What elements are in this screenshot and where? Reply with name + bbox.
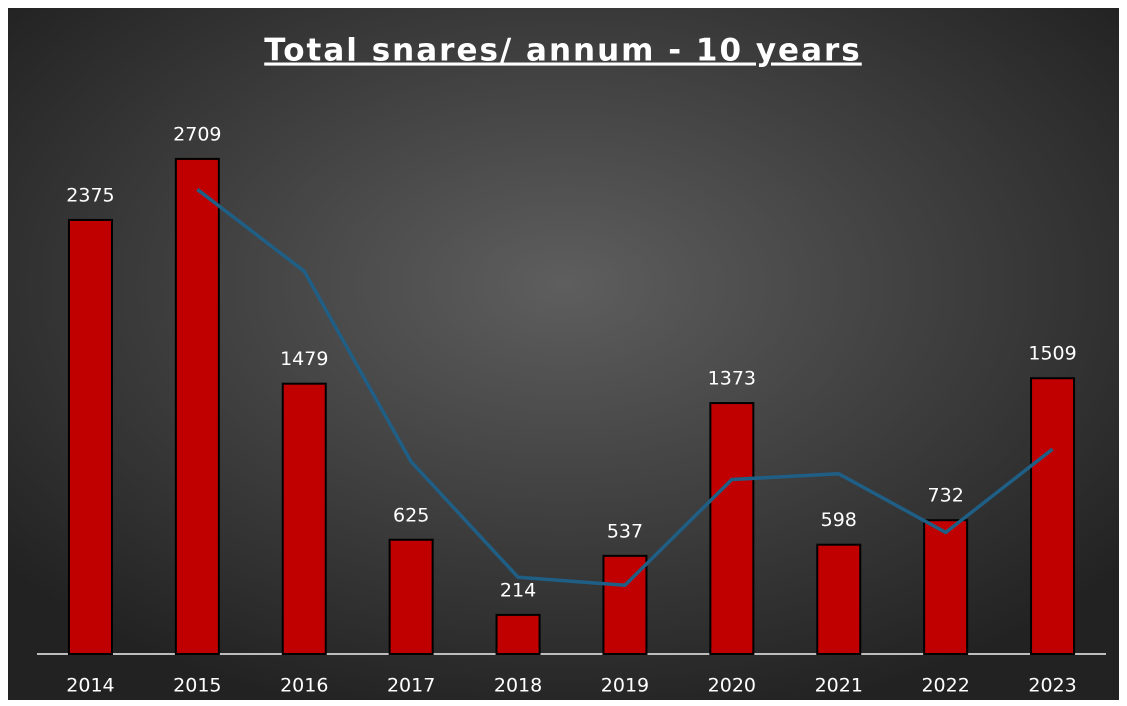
x-tick-label: 2017 — [387, 675, 435, 697]
bar — [495, 613, 541, 655]
bar — [816, 543, 862, 655]
data-label: 598 — [821, 509, 857, 531]
trend-line — [196, 188, 1054, 588]
x-tick-label: 2023 — [1028, 675, 1076, 697]
data-label: 2375 — [66, 184, 114, 206]
x-tick-label: 2014 — [66, 675, 114, 697]
bar — [1030, 377, 1076, 655]
x-tick-label: 2022 — [921, 675, 969, 697]
x-tick-label: 2016 — [280, 675, 328, 697]
data-label: 214 — [500, 579, 536, 601]
bar — [281, 382, 327, 655]
data-label: 732 — [928, 485, 964, 507]
data-label: 625 — [393, 504, 429, 526]
bar — [174, 157, 220, 655]
bar — [388, 538, 434, 656]
x-tick-label: 2019 — [601, 675, 649, 697]
data-label: 1479 — [280, 348, 328, 370]
bar — [709, 402, 755, 655]
data-label: 2709 — [173, 123, 221, 145]
x-tick-label: 2021 — [815, 675, 863, 697]
bar — [67, 218, 113, 655]
chart-title: Total snares/ annum - 10 years — [264, 33, 862, 69]
data-label: 1509 — [1028, 343, 1076, 365]
x-tick-label: 2018 — [494, 675, 542, 697]
bar — [923, 519, 969, 656]
x-tick-label: 2015 — [173, 675, 221, 697]
x-tick-label: 2020 — [708, 675, 756, 697]
data-label: 1373 — [708, 368, 756, 390]
data-label: 537 — [607, 520, 643, 542]
